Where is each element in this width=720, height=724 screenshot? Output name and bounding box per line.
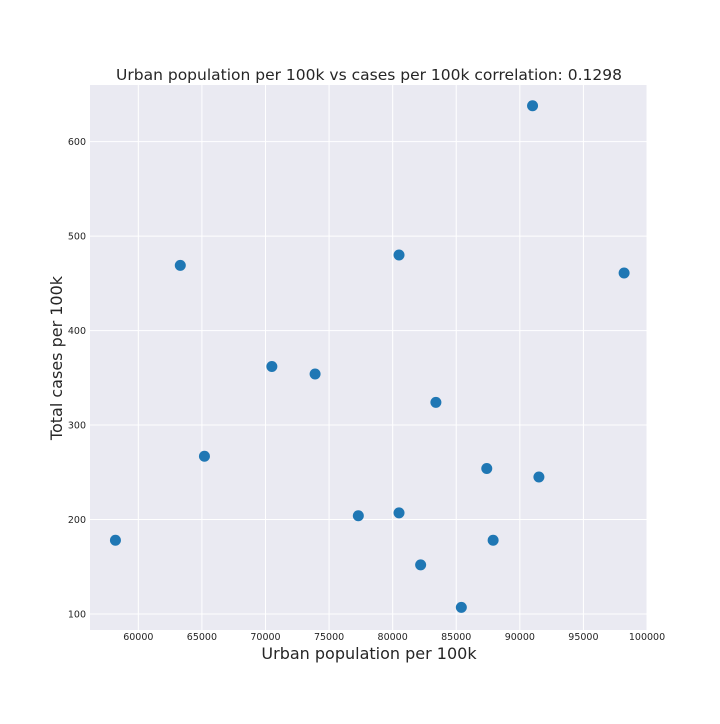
data-point xyxy=(393,249,405,261)
y-tick-label: 600 xyxy=(68,137,86,148)
data-point xyxy=(174,259,186,271)
x-tick-label: 80000 xyxy=(378,632,408,643)
data-point xyxy=(309,368,321,380)
data-point xyxy=(481,462,493,474)
x-tick-label: 70000 xyxy=(250,632,280,643)
data-point xyxy=(430,396,442,408)
data-point xyxy=(198,450,210,462)
y-axis-label: Total cases per 100k xyxy=(47,275,66,441)
data-points xyxy=(109,100,630,613)
x-tick-label: 65000 xyxy=(187,632,217,643)
data-point xyxy=(415,559,427,571)
data-point xyxy=(533,471,545,483)
data-point xyxy=(527,100,539,112)
chart-title: Urban population per 100k vs cases per 1… xyxy=(116,66,622,84)
x-axis-ticks: 60000 65000 70000 75000 80000 85000 90000 95000… xyxy=(123,632,665,643)
x-tick-label: 90000 xyxy=(505,632,535,643)
data-point xyxy=(487,534,499,546)
y-tick-label: 400 xyxy=(68,326,86,337)
x-tick-label: 60000 xyxy=(123,632,153,643)
y-axis-ticks: 100 200 300 400 500 600 xyxy=(68,137,86,620)
y-tick-label: 100 xyxy=(68,609,86,620)
grid-lines xyxy=(90,85,648,630)
data-point xyxy=(352,510,364,522)
x-tick-label: 85000 xyxy=(441,632,471,643)
y-tick-label: 200 xyxy=(68,515,86,526)
x-tick-label: 100000 xyxy=(629,632,665,643)
x-tick-label: 75000 xyxy=(314,632,344,643)
x-tick-label: 95000 xyxy=(568,632,598,643)
data-point xyxy=(455,601,467,613)
data-point xyxy=(109,534,121,546)
data-point xyxy=(266,360,278,372)
data-point xyxy=(393,507,405,519)
x-axis-label: Urban population per 100k xyxy=(261,644,477,663)
data-point xyxy=(618,267,630,279)
y-tick-label: 500 xyxy=(68,232,86,243)
plot-area xyxy=(90,85,647,630)
y-tick-label: 300 xyxy=(68,421,86,432)
